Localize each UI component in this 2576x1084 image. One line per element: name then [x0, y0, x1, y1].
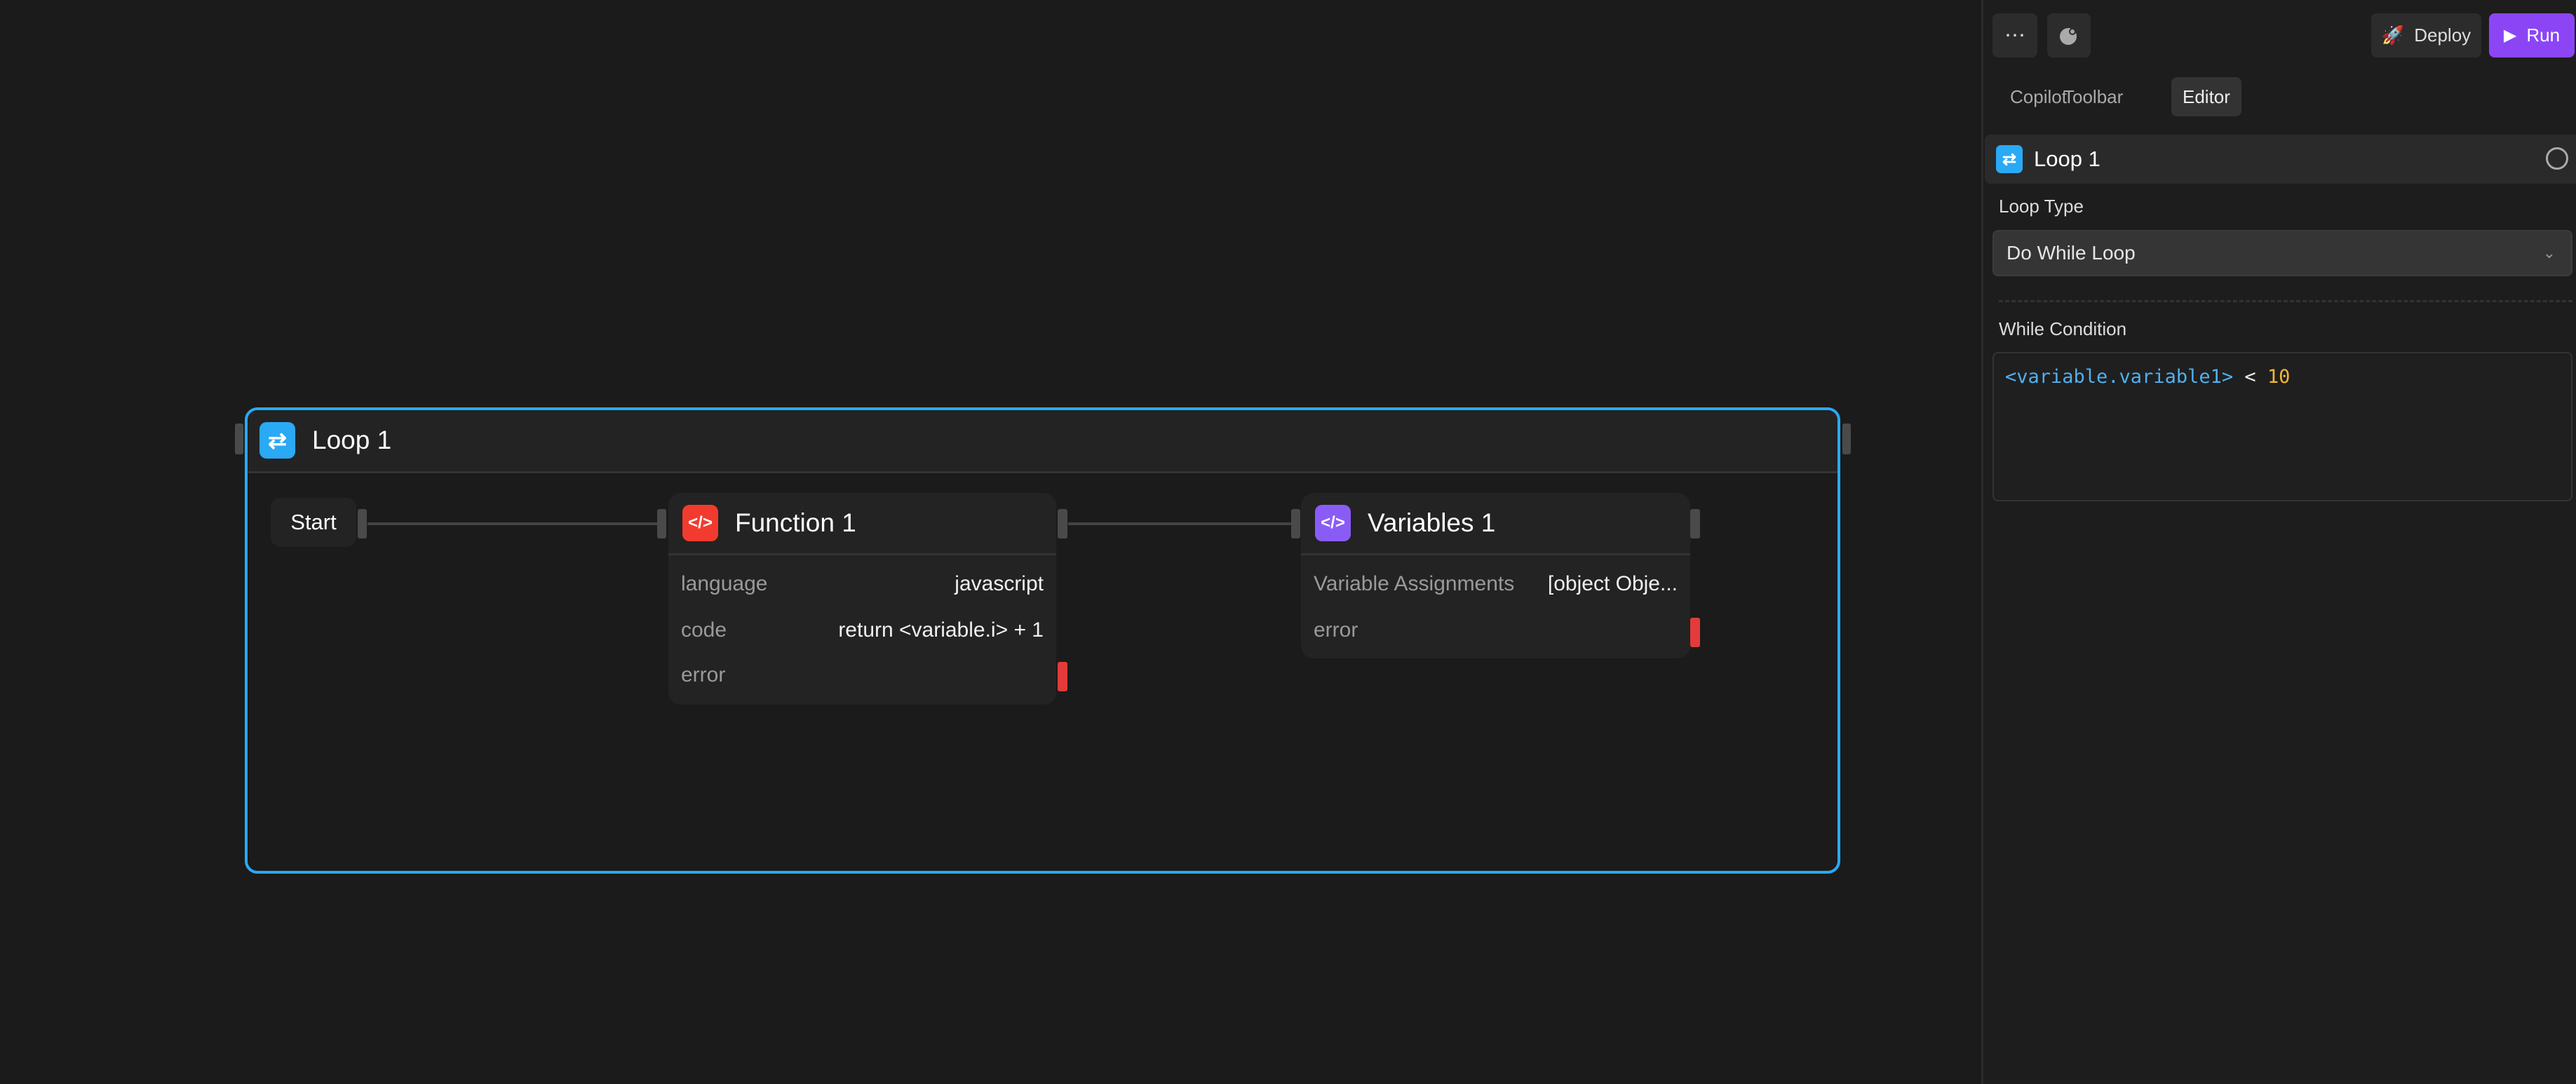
editor-panel: ⋯ 🚀 Deploy ▶ Run Copilot Toolbar Editor … [1981, 0, 2576, 1084]
tab-copilot[interactable]: Copilot [2010, 86, 2067, 107]
code-icon: </> [1315, 505, 1351, 541]
function-title: Function 1 [735, 508, 856, 537]
row-value: javascript [955, 572, 1044, 595]
condition-variable: <variable.variable1> [2005, 366, 2234, 388]
function-output-handle[interactable] [1058, 509, 1067, 538]
row-value: [object Obje... [1547, 572, 1678, 595]
play-icon: ▶ [2503, 26, 2517, 45]
variables-title: Variables 1 [1368, 508, 1496, 537]
run-label: Run [2526, 25, 2561, 46]
function-error-handle[interactable] [1058, 662, 1067, 691]
variables-error-handle[interactable] [1690, 618, 1700, 647]
variables-row-error: error [1314, 618, 1678, 642]
block-title: Loop 1 [2034, 147, 2100, 171]
repeat-icon: ⇄ [259, 422, 295, 459]
code-icon: </> [682, 505, 718, 541]
edge-function-variables [1068, 522, 1291, 525]
more-button[interactable]: ⋯ [1992, 13, 2037, 57]
run-button[interactable]: ▶ Run [2489, 13, 2575, 57]
copilot-chat-button[interactable] [2047, 13, 2091, 57]
loop-output-handle[interactable] [1842, 424, 1851, 454]
deploy-button[interactable]: 🚀 Deploy [2371, 13, 2481, 57]
function-row-language: language javascript [681, 572, 1044, 596]
row-key: error [1314, 618, 1358, 642]
edge-start-function [367, 522, 657, 525]
function-row-code: code return <variable.i> + 1 [681, 618, 1044, 642]
loop-title: Loop 1 [312, 426, 392, 454]
loop-type-select[interactable]: Do While Loop ⌄ [1992, 230, 2572, 276]
deploy-label: Deploy [2414, 25, 2472, 46]
variables-output-handle[interactable] [1690, 509, 1700, 538]
row-key: error [681, 663, 726, 686]
tab-editor[interactable]: Editor [2171, 77, 2241, 116]
while-condition-label: While Condition [1999, 318, 2127, 339]
loop-header[interactable]: ⇄ Loop 1 [248, 410, 1837, 473]
tab-toolbar[interactable]: Toolbar [2063, 86, 2124, 107]
row-key: language [681, 572, 768, 595]
more-horizontal-icon: ⋯ [2004, 24, 2025, 47]
variables-input-handle[interactable] [1291, 509, 1300, 538]
divider [1999, 300, 2572, 302]
chevron-down-icon: ⌄ [2542, 244, 2556, 262]
variables-row-assignments: Variable Assignments [object Obje... [1314, 572, 1678, 596]
crosshair-icon[interactable] [2546, 147, 2568, 170]
start-node[interactable]: Start [271, 498, 356, 547]
loop-input-handle[interactable] [235, 424, 243, 454]
function-node[interactable]: </> Function 1 language javascript code re… [668, 493, 1056, 705]
condition-operator: < [2233, 366, 2267, 388]
row-value: return <variable.i> + 1 [838, 618, 1044, 642]
while-condition-editor[interactable]: <variable.variable1> < 10 [1992, 352, 2572, 501]
loop-type-value: Do While Loop [2007, 242, 2136, 264]
start-output-handle[interactable] [358, 509, 367, 538]
function-row-error: error [681, 663, 1044, 687]
rocket-icon: 🚀 [2381, 25, 2405, 46]
variables-node[interactable]: </> Variables 1 Variable Assignments [obj… [1301, 493, 1690, 658]
block-header: ⇄ Loop 1 [1985, 135, 2576, 184]
loop-type-label: Loop Type [1999, 196, 2084, 217]
repeat-icon: ⇄ [1996, 145, 2023, 173]
chat-bubble-icon [2060, 27, 2077, 45]
function-input-handle[interactable] [657, 509, 666, 538]
row-key: code [681, 618, 727, 642]
row-key: Variable Assignments [1314, 572, 1515, 595]
condition-number: 10 [2267, 366, 2291, 388]
workflow-canvas[interactable]: ⇄ Loop 1 Start </> Function 1 language ja… [0, 0, 1981, 1084]
